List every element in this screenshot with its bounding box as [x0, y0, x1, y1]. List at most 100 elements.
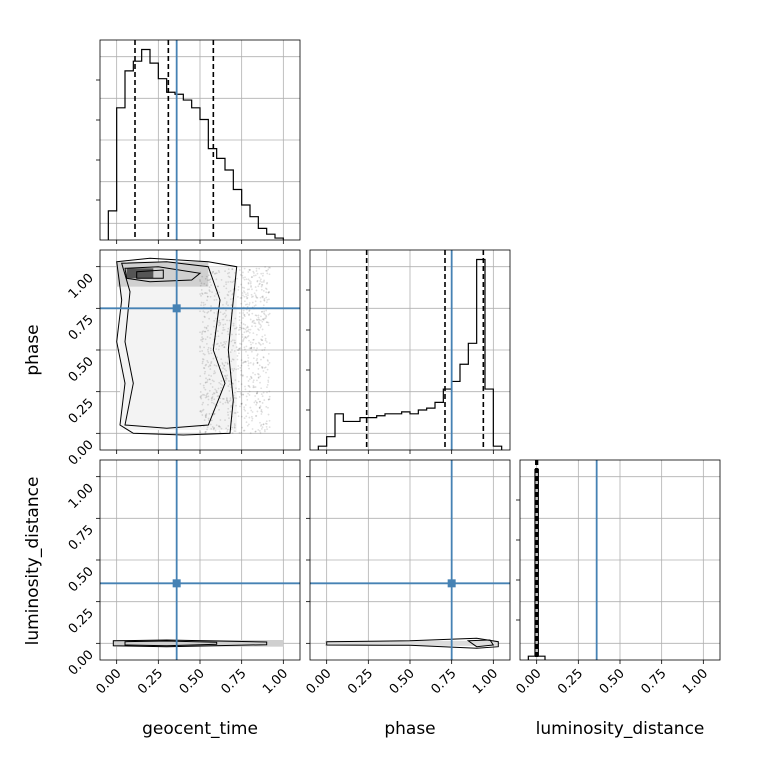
sample-point — [260, 387, 262, 389]
sample-point — [253, 379, 255, 381]
sample-point — [211, 419, 213, 421]
sample-point — [230, 399, 232, 401]
sample-point — [259, 324, 261, 326]
sample-point — [242, 334, 244, 336]
sample-point — [222, 329, 224, 331]
sample-point — [224, 368, 226, 370]
sample-point — [202, 361, 204, 363]
sample-point — [268, 399, 270, 401]
sample-point — [215, 348, 217, 350]
xlabel-phase: phase — [384, 719, 435, 739]
sample-point — [241, 427, 243, 429]
sample-point — [252, 372, 254, 374]
sample-point — [201, 341, 203, 343]
sample-point — [251, 420, 253, 422]
sample-point — [215, 272, 217, 274]
sample-point — [221, 345, 223, 347]
sample-point — [231, 427, 233, 429]
sample-point — [217, 286, 219, 288]
sample-point — [210, 278, 212, 280]
sample-point — [219, 401, 221, 403]
sample-point — [267, 359, 269, 361]
sample-point — [206, 343, 208, 345]
sample-point — [254, 374, 256, 376]
sample-point — [229, 383, 231, 385]
sample-point — [251, 416, 253, 418]
sample-point — [244, 276, 246, 278]
sample-point — [249, 332, 251, 334]
sample-point — [250, 329, 252, 331]
sample-point — [252, 302, 254, 304]
sample-point — [243, 361, 245, 363]
sample-point — [269, 273, 271, 275]
sample-point — [239, 406, 241, 408]
sample-point — [248, 417, 250, 419]
sample-point — [208, 353, 210, 355]
sample-point — [233, 368, 235, 370]
sample-point — [253, 386, 255, 388]
sample-point — [249, 280, 251, 282]
sample-point — [224, 270, 226, 272]
sample-point — [199, 431, 201, 433]
sample-point — [220, 387, 222, 389]
sample-point — [203, 283, 205, 285]
sample-point — [239, 319, 241, 321]
sample-point — [247, 294, 249, 296]
sample-point — [223, 365, 225, 367]
sample-point — [211, 361, 213, 363]
sample-point — [213, 403, 215, 405]
sample-point — [238, 286, 240, 288]
sample-point — [260, 316, 262, 318]
sample-point — [248, 314, 250, 316]
sample-point — [206, 429, 208, 431]
sample-point — [247, 306, 249, 308]
sample-point — [247, 292, 249, 294]
sample-point — [269, 267, 271, 269]
sample-point — [243, 328, 245, 330]
sample-point — [259, 382, 261, 384]
sample-point — [223, 346, 225, 348]
sample-point — [199, 310, 201, 312]
sample-point — [261, 339, 263, 341]
sample-point — [243, 323, 245, 325]
sample-point — [258, 268, 260, 270]
sample-point — [240, 370, 242, 372]
sample-point — [224, 343, 226, 345]
sample-point — [216, 365, 218, 367]
sample-point — [262, 402, 264, 404]
sample-point — [266, 341, 268, 343]
sample-point — [200, 285, 202, 287]
sample-point — [209, 281, 211, 283]
sample-point — [227, 411, 229, 413]
sample-point — [205, 338, 207, 340]
sample-point — [240, 274, 242, 276]
sample-point — [210, 383, 212, 385]
sample-point — [250, 319, 252, 321]
sample-point — [261, 311, 263, 313]
sample-point — [260, 359, 262, 361]
sample-point — [201, 289, 203, 291]
sample-point — [212, 394, 214, 396]
sample-point — [225, 427, 227, 429]
sample-point — [222, 398, 224, 400]
sample-point — [231, 304, 233, 306]
sample-point — [264, 431, 266, 433]
sample-point — [226, 430, 228, 432]
sample-point — [239, 432, 241, 434]
sample-point — [216, 424, 218, 426]
sample-point — [242, 375, 244, 377]
sample-point — [228, 276, 230, 278]
sample-point — [210, 375, 212, 377]
sample-point — [261, 409, 263, 411]
sample-point — [252, 271, 254, 273]
sample-point — [259, 430, 261, 432]
sample-point — [241, 359, 243, 361]
sample-point — [208, 399, 210, 401]
sample-point — [236, 327, 238, 329]
sample-point — [234, 412, 236, 414]
sample-point — [230, 290, 232, 292]
sample-point — [212, 426, 214, 428]
xlabel-geocent-time: geocent_time — [142, 719, 258, 739]
sample-point — [205, 292, 207, 294]
